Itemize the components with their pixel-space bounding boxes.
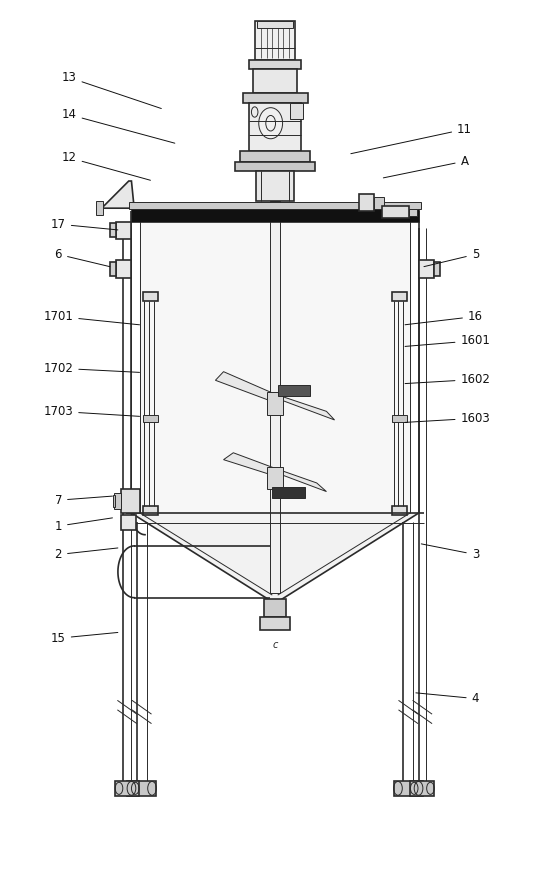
Text: 17: 17 — [51, 218, 118, 231]
Bar — [243, 93, 307, 104]
Bar — [235, 162, 315, 171]
Bar — [255, 22, 295, 60]
Bar — [115, 780, 139, 796]
Bar — [254, 69, 296, 93]
Text: 11: 11 — [351, 123, 472, 153]
Bar — [278, 386, 310, 395]
Bar — [116, 260, 131, 278]
Bar — [267, 467, 283, 489]
Bar — [143, 506, 158, 515]
Bar — [240, 151, 310, 162]
Bar — [113, 495, 115, 507]
Bar — [127, 780, 156, 796]
Text: 1701: 1701 — [43, 310, 140, 325]
Text: 7: 7 — [54, 494, 112, 507]
Text: 14: 14 — [62, 108, 175, 143]
Bar — [434, 262, 440, 276]
Bar — [359, 194, 374, 211]
Bar — [131, 209, 419, 221]
Ellipse shape — [258, 108, 283, 138]
Text: 1602: 1602 — [405, 373, 491, 386]
Text: 12: 12 — [62, 152, 151, 180]
Bar — [110, 223, 116, 237]
Text: 1702: 1702 — [43, 361, 140, 375]
Text: 1603: 1603 — [405, 412, 490, 425]
Bar — [120, 489, 140, 513]
Polygon shape — [275, 394, 334, 420]
Bar — [256, 171, 294, 201]
Bar — [143, 415, 158, 422]
Text: 1601: 1601 — [405, 334, 491, 348]
Polygon shape — [216, 372, 275, 400]
Bar — [392, 506, 407, 515]
Text: 6: 6 — [54, 248, 110, 267]
Bar — [409, 209, 417, 215]
Bar — [410, 780, 435, 796]
Bar — [114, 493, 120, 509]
Polygon shape — [275, 469, 327, 491]
Text: 16: 16 — [405, 310, 483, 325]
Polygon shape — [140, 211, 410, 513]
Polygon shape — [131, 513, 419, 599]
Bar — [392, 415, 407, 422]
Text: 4: 4 — [416, 692, 479, 706]
Text: c: c — [272, 640, 278, 650]
Bar — [382, 206, 409, 218]
Text: 3: 3 — [421, 544, 479, 561]
Text: 2: 2 — [54, 548, 118, 561]
Bar — [249, 60, 301, 69]
Bar — [270, 201, 280, 592]
Bar — [143, 293, 158, 300]
Bar — [129, 202, 421, 209]
Bar — [272, 487, 305, 497]
Polygon shape — [223, 453, 275, 475]
Text: 13: 13 — [62, 71, 161, 109]
Bar — [290, 104, 304, 119]
Text: 1703: 1703 — [43, 405, 140, 418]
Text: 1: 1 — [54, 518, 112, 532]
Bar — [120, 515, 136, 530]
Text: 15: 15 — [51, 631, 118, 645]
Bar — [374, 197, 384, 209]
Polygon shape — [102, 181, 134, 208]
Text: 5: 5 — [424, 248, 479, 267]
Bar — [267, 392, 283, 415]
Bar — [96, 201, 103, 215]
Bar — [249, 104, 301, 151]
Bar — [260, 617, 290, 630]
Bar — [419, 260, 434, 278]
Text: A: A — [383, 155, 469, 178]
Bar — [394, 780, 423, 796]
Bar — [257, 22, 293, 29]
Bar — [110, 262, 116, 276]
Bar — [264, 599, 286, 617]
Bar — [116, 221, 131, 239]
Bar — [392, 293, 407, 300]
